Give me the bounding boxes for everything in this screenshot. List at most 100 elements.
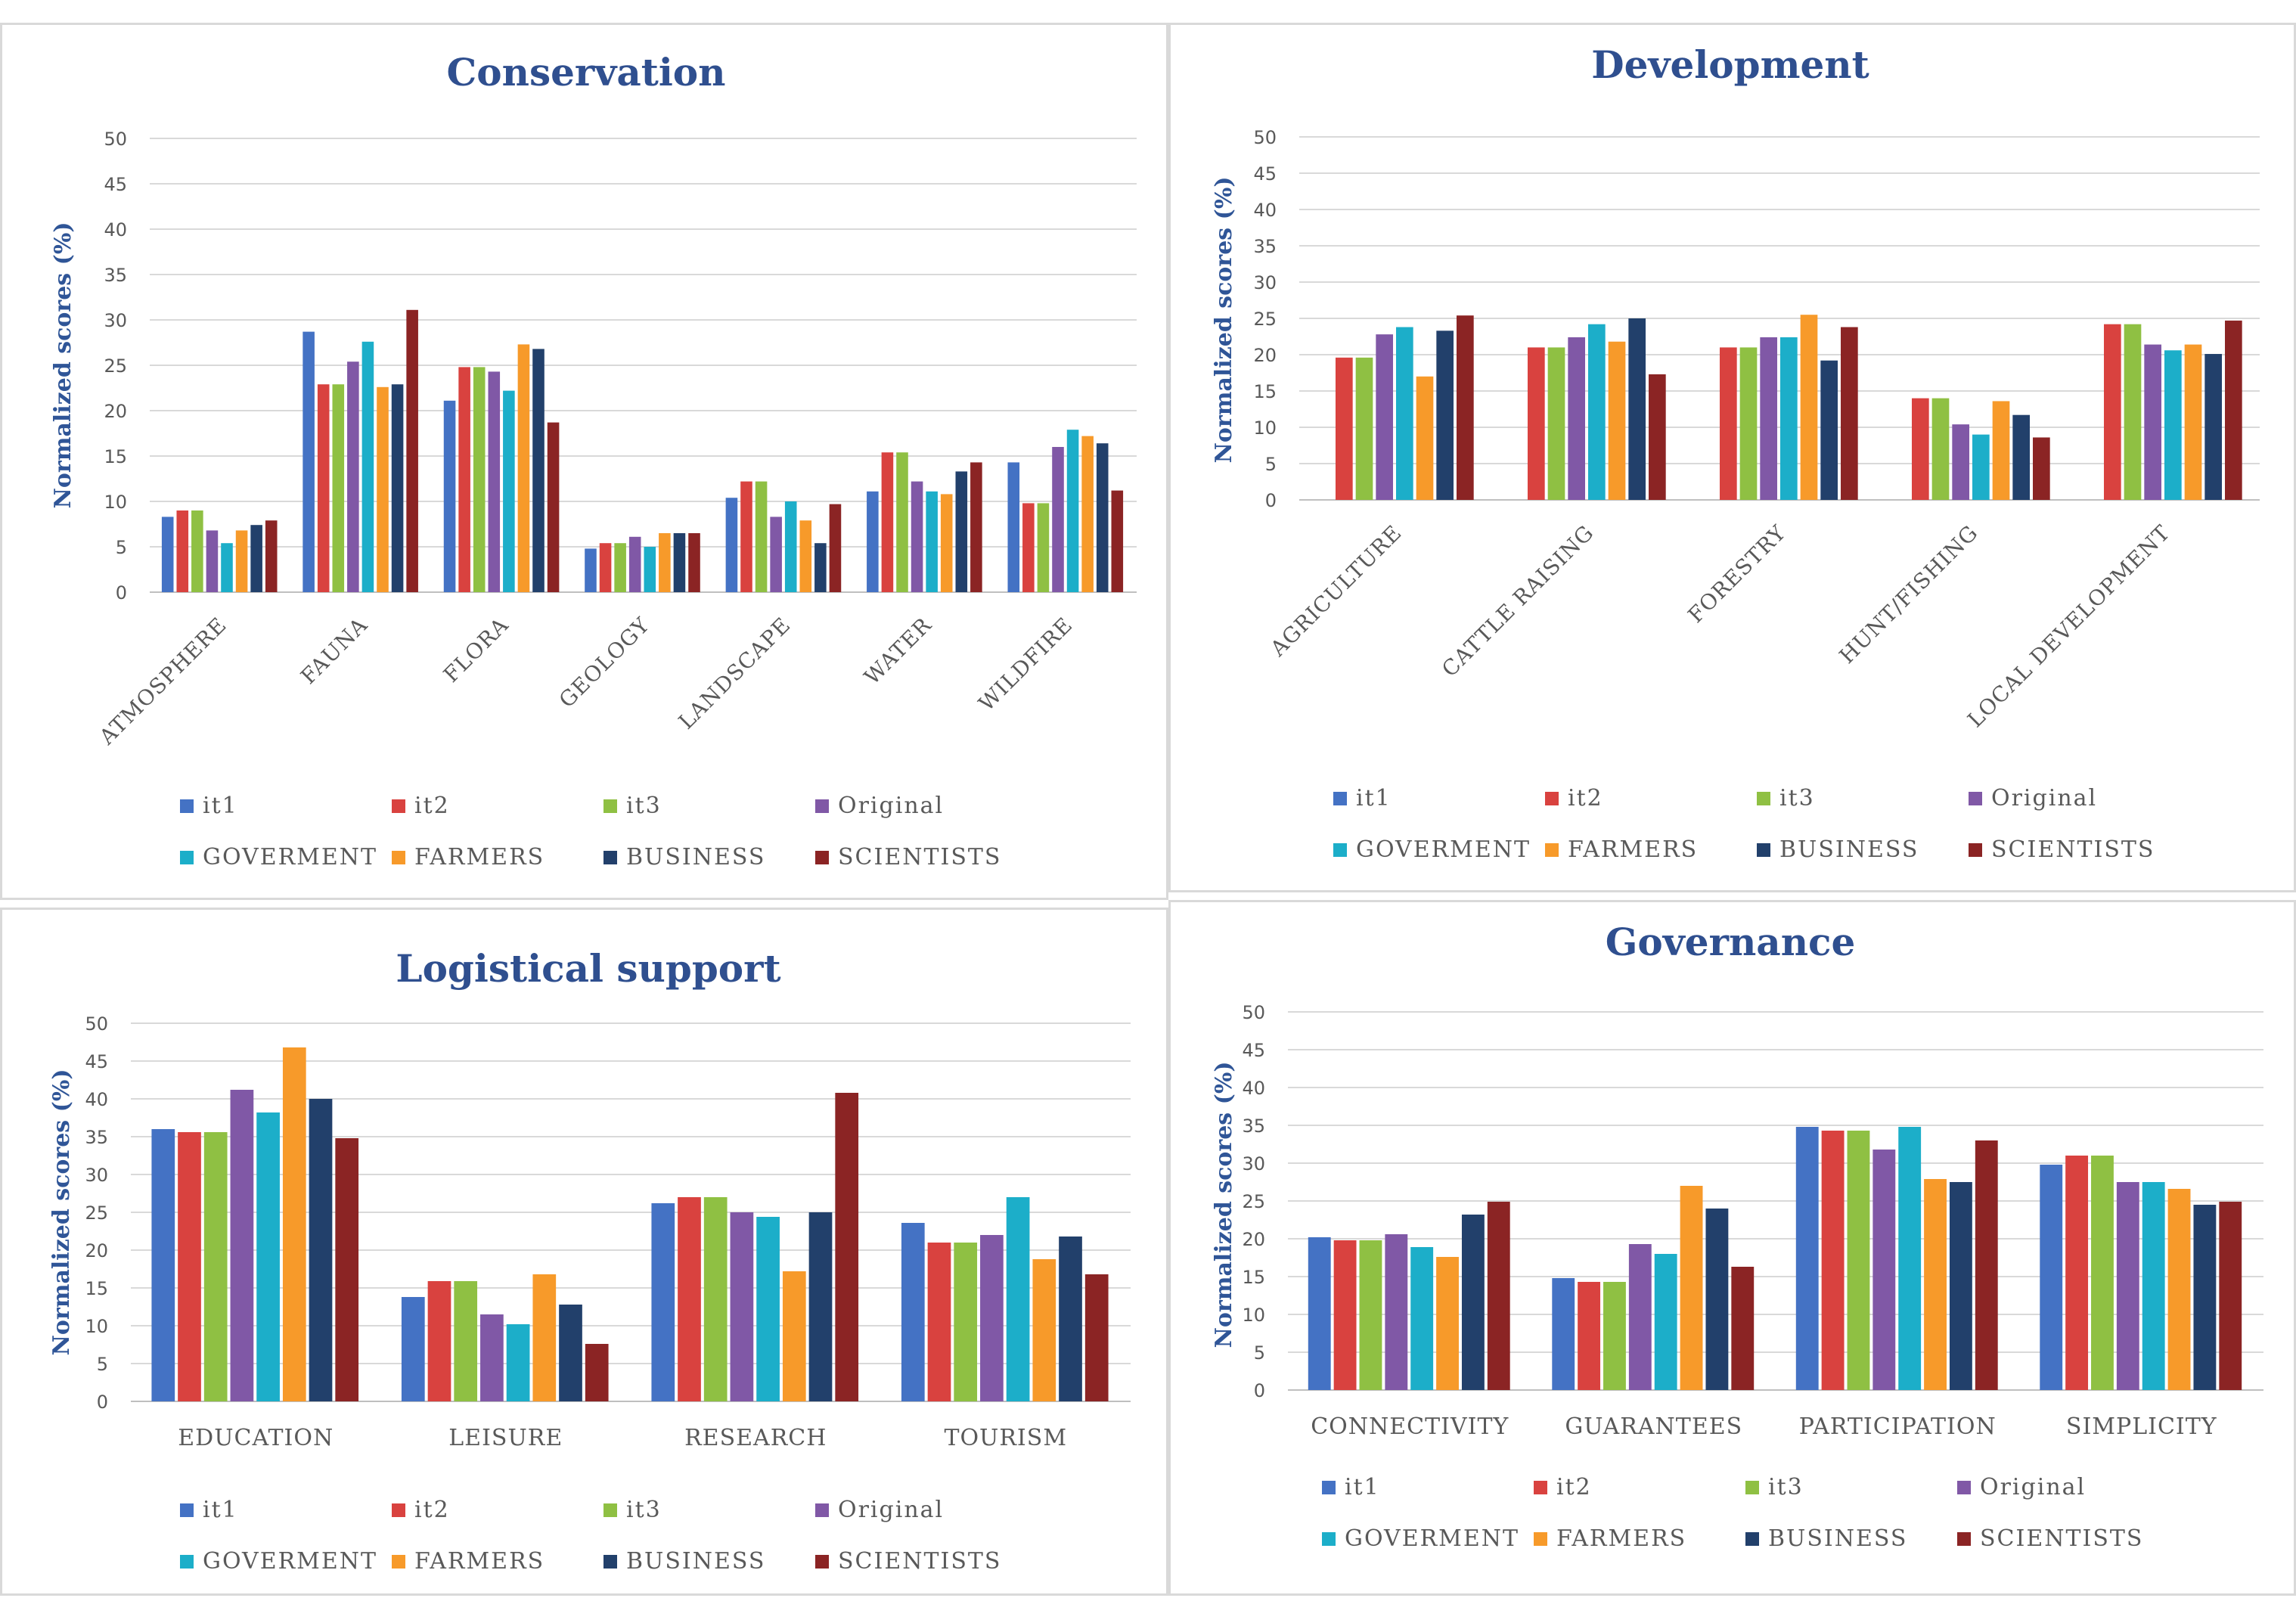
bar-it2-landscape [740, 481, 752, 592]
legend-label-scientists: SCIENTISTS [838, 844, 1001, 870]
legend-label-it2: it2 [1568, 785, 1603, 811]
legend-label-it3: it3 [626, 1497, 662, 1523]
legend: it1 it2 it3 Original GOVERMENT FARMERS BUSINES… [180, 793, 1001, 870]
bar-goverment-landscape [784, 501, 797, 592]
chart-title: Development [1591, 42, 1869, 87]
category-label-water: WATER [859, 613, 936, 690]
bar-business-atmosphere [250, 525, 262, 592]
bar-farmers-forestry [1800, 315, 1818, 500]
bar-goverment-participation [1898, 1127, 1922, 1390]
bar-original-education [230, 1090, 254, 1401]
bar-business-wildfire [1096, 443, 1109, 592]
bar-farmers-connectivity [1436, 1257, 1459, 1390]
bar-it2-simplicity [2065, 1156, 2089, 1390]
development-chart: Development Normalized scores (%) 0 5 10 15 20… [1211, 42, 2260, 863]
bar-it3-local-development [2124, 324, 2142, 500]
bar-it3-hunt-fishing [1931, 398, 1950, 500]
y-tick-label: 20 [1253, 345, 1277, 366]
bar-business-connectivity [1461, 1215, 1485, 1390]
y-tick-label: 5 [97, 1354, 108, 1375]
bar-it2-wildfire [1022, 503, 1035, 592]
legend-swatch-it1 [180, 799, 194, 813]
bar-scientists-education [335, 1138, 359, 1401]
y-tick-label: 45 [1242, 1040, 1265, 1061]
bar-it3-participation [1847, 1131, 1870, 1390]
bar-original-water [911, 481, 923, 592]
y-tick-label: 25 [104, 355, 127, 377]
bar-it1-fauna [303, 331, 315, 592]
bar-goverment-flora [503, 390, 515, 592]
legend-swatch-it1 [1333, 792, 1347, 805]
category-label-simplicity: SIMPLICITY [2066, 1413, 2217, 1440]
bar-it2-research [678, 1197, 701, 1401]
bar-original-geology [628, 536, 641, 592]
bar-original-wildfire [1052, 447, 1064, 592]
legend-swatch-it2 [392, 1503, 405, 1517]
y-tick-label: 30 [1253, 272, 1277, 293]
y-tick-label: 10 [1242, 1305, 1265, 1326]
category-label-wildfire: WILDFIRE [974, 613, 1078, 716]
legend-label-goverment: GOVERMENT [203, 844, 377, 870]
bar-original-participation [1872, 1150, 1896, 1390]
category-label-participation: PARTICIPATION [1799, 1413, 1997, 1440]
legend-label-scientists: SCIENTISTS [1980, 1525, 2143, 1552]
legend-swatch-it1 [1322, 1481, 1336, 1494]
bar-scientists-forestry [1841, 327, 1858, 500]
bar-it2-water [881, 452, 894, 592]
bar-it3-research [703, 1197, 728, 1401]
bar-farmers-atmosphere [235, 530, 248, 592]
bar-it2-flora [458, 367, 470, 592]
legend-swatch-scientists [1969, 843, 1982, 857]
bar-it2-geology [599, 543, 612, 592]
development-panel: Development Normalized scores (%) 0 5 10 15 20… [1168, 23, 2296, 892]
legend-swatch-farmers [1545, 843, 1559, 857]
bar-it3-forestry [1739, 347, 1758, 500]
bar-scientists-agriculture [1457, 315, 1474, 500]
y-tick-label: 25 [1242, 1191, 1265, 1212]
y-tick-label: 20 [104, 401, 127, 422]
y-tick-label: 40 [104, 219, 127, 240]
logistical-support-chart: Logistical support Normalized scores (%) 0… [48, 946, 1131, 1575]
legend-label-it1: it1 [203, 1497, 238, 1523]
y-axis-label: Normalized scores (%) [48, 1069, 75, 1355]
bar-scientists-tourism [1084, 1274, 1109, 1401]
legend-swatch-goverment [180, 851, 194, 864]
bar-original-leisure [480, 1314, 504, 1401]
bar-goverment-leisure [506, 1324, 530, 1401]
bar-original-research [730, 1212, 754, 1401]
bar-it2-guarantees [1578, 1282, 1601, 1390]
category-label-agriculture: AGRICULTURE [1265, 520, 1407, 662]
legend-label-business: BUSINESS [1779, 836, 1919, 863]
bar-business-hunt-fishing [2012, 414, 2031, 500]
bar-it2-hunt-fishing [1911, 398, 1929, 500]
bar-goverment-agriculture [1396, 327, 1413, 500]
bar-scientists-fauna [406, 309, 418, 592]
bar-it2-connectivity [1333, 1240, 1357, 1390]
bar-business-flora [532, 349, 545, 592]
bar-it3-cattle-raising [1547, 347, 1565, 500]
bar-farmers-fauna [377, 386, 389, 592]
bar-business-agriculture [1436, 330, 1454, 500]
bar-scientists-guarantees [1731, 1267, 1755, 1390]
legend-swatch-scientists [815, 1555, 829, 1569]
bar-farmers-water [940, 494, 953, 592]
bar-it3-agriculture [1355, 357, 1373, 500]
legend-label-business: BUSINESS [1768, 1525, 1907, 1552]
bar-scientists-landscape [829, 504, 842, 592]
bar-it3-fauna [332, 384, 345, 592]
y-tick-label: 10 [104, 492, 127, 513]
bar-farmers-simplicity [2167, 1189, 2191, 1390]
bar-farmers-guarantees [1680, 1186, 1703, 1390]
category-label-cattle-raising: CATTLE RAISING [1437, 520, 1599, 682]
y-tick-label: 45 [85, 1051, 108, 1072]
y-axis-label: Normalized scores (%) [50, 222, 76, 508]
legend-label-it1: it1 [203, 793, 238, 819]
legend-swatch-farmers [392, 851, 405, 864]
y-tick-label: 50 [85, 1013, 108, 1035]
bar-goverment-tourism [1006, 1197, 1030, 1401]
y-tick-label: 35 [104, 265, 127, 286]
bar-goverment-local-development [2164, 350, 2182, 500]
bar-farmers-tourism [1032, 1259, 1056, 1401]
bar-it1-geology [585, 548, 597, 592]
y-tick-label: 25 [85, 1202, 108, 1224]
